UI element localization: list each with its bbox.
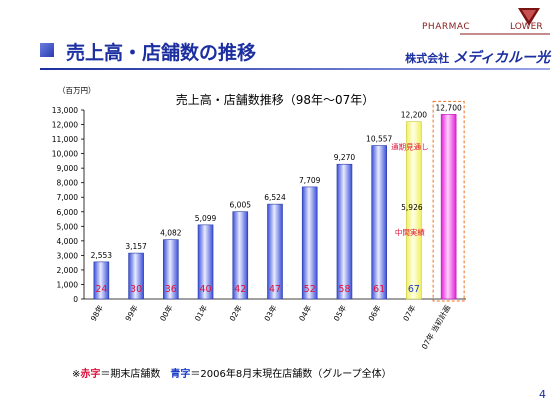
page-number: 4 (539, 388, 546, 401)
x-tick-label: 04年 (296, 303, 313, 323)
plan-bar-dashed-box (432, 100, 465, 302)
bar (232, 211, 249, 300)
store-count-label: 67 (408, 284, 420, 295)
annotation-forecast: 通期見通し (391, 142, 429, 152)
data-label: 7,709 (299, 176, 321, 185)
store-count-label: 58 (338, 284, 350, 295)
y-tick-label: 13,000 (52, 106, 78, 115)
footnote-blue-label: 青字 (170, 369, 191, 380)
data-label: 2,553 (91, 251, 113, 260)
bar (440, 114, 457, 300)
y-tick-label: 12,000 (52, 121, 78, 130)
x-tick-label: 03年 (262, 303, 279, 323)
sales-store-chart: 売上高・店舗数推移（98年～07年） （百万円） 0 1,000 2,000 3,000 4… (52, 86, 466, 351)
y-tick-label: 1,000 (57, 280, 79, 289)
logo-text-flower: LOWER (510, 22, 543, 32)
y-tick-label: 0 (73, 295, 78, 304)
y-tick-label: 2,000 (57, 266, 79, 275)
x-tick-label: 06年 (366, 303, 383, 323)
bar (128, 252, 144, 300)
data-label: 10,557 (366, 135, 392, 144)
bar (301, 186, 318, 300)
bar (406, 121, 422, 300)
store-count-label: 30 (130, 284, 142, 295)
data-label: 6,005 (230, 201, 252, 210)
store-count-label: 42 (234, 284, 246, 295)
midterm-value-label: 5,926 (401, 203, 423, 212)
y-tick-label: 6,000 (57, 208, 79, 217)
store-count-label: 24 (95, 284, 107, 295)
data-label: 6,524 (264, 193, 286, 202)
footnote-red-desc: ＝期末店舗数 (100, 369, 171, 380)
footnote: ※赤字＝期末店舗数 青字＝2006年8月末現在店舗数（グループ全体） (72, 365, 392, 380)
y-tick-label: 7,000 (57, 193, 79, 202)
footnote-blue-desc: ＝2006年8月末現在店舗数（グループ全体） (190, 369, 392, 380)
y-tick-label: 11,000 (52, 135, 78, 144)
y-tick-label: 9,000 (57, 164, 79, 173)
slide-title: 売上高・店舗数の推移 (40, 38, 540, 68)
bar (93, 261, 110, 300)
data-label: 12,700 (436, 103, 462, 112)
bar (267, 203, 283, 300)
bar (371, 145, 387, 300)
footnote-prefix: ※ (72, 369, 81, 380)
x-tick-label: 01年 (192, 303, 209, 323)
title-bullet-icon (40, 43, 54, 57)
store-count-label: 36 (165, 284, 177, 295)
x-tick-label: 07年 (400, 303, 417, 323)
logo-text-pharmac: PHARMAC (422, 22, 471, 32)
data-label: 12,200 (401, 111, 427, 120)
y-tick-label: 5,000 (57, 222, 79, 231)
store-count-label: 40 (199, 284, 211, 295)
y-tick-label: 8,000 (57, 179, 79, 188)
y-tick-label: 4,000 (57, 237, 79, 246)
company-prefix: 株式会社 (405, 52, 450, 65)
footnote-red-label: 赤字 (80, 369, 101, 380)
page-title: 売上高・店舗数の推移 (66, 42, 257, 64)
store-count-label: 47 (269, 284, 281, 295)
chart-title: 売上高・店舗数推移（98年～07年） (176, 92, 375, 107)
y-tick-label: 3,000 (57, 251, 79, 260)
bar (163, 239, 179, 300)
company-brand: メディカルー光 (452, 50, 550, 66)
store-count-label: 61 (373, 284, 385, 295)
x-tick-label: 00年 (157, 303, 174, 323)
title-divider (40, 68, 550, 70)
x-tick-label: 98年 (88, 303, 105, 323)
company-name: 株式会社 メディカルー光 (405, 47, 550, 67)
x-tick-label: 07年 当初計画 (419, 303, 452, 351)
data-label: 4,082 (160, 229, 182, 238)
data-label: 5,099 (195, 214, 217, 223)
store-count-label: 52 (304, 284, 316, 295)
company-logo: PHARMAC LOWER (400, 4, 550, 42)
bar (197, 224, 214, 300)
y-tick-label: 10,000 (52, 150, 78, 159)
flower-logo-icon (460, 8, 550, 35)
data-label: 9,270 (334, 153, 356, 162)
y-axis-unit-label: （百万円） (58, 86, 96, 95)
bar (336, 163, 353, 300)
data-label: 3,157 (125, 242, 147, 251)
x-tick-label: 99年 (123, 303, 140, 323)
x-tick-label: 02年 (227, 303, 244, 323)
x-tick-label: 05年 (331, 303, 348, 323)
annotation-midterm: 中間実績 (395, 227, 425, 237)
